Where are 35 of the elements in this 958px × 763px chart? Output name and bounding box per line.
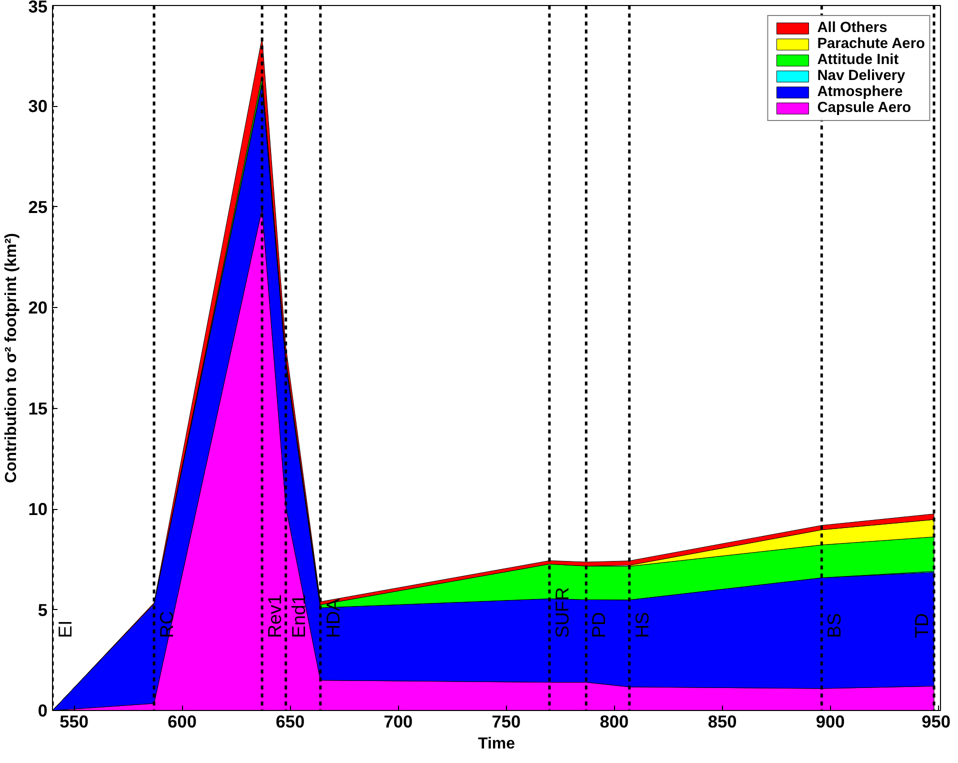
y-tick-label: 20 (28, 298, 48, 318)
y-tick-label: 0 (38, 700, 48, 720)
legend-label: Nav Delivery (817, 68, 906, 84)
y-tick-label: 25 (28, 196, 48, 217)
ref-line-label: PD (588, 612, 610, 638)
x-tick-label: 850 (708, 712, 737, 732)
ref-line-label: TD (911, 613, 932, 638)
x-tick-label: 950 (922, 712, 951, 732)
y-axis-title: Contribution to σ² footprint (km²) (3, 233, 20, 483)
x-tick-label: 700 (384, 712, 413, 732)
y-tick-label: 30 (28, 96, 48, 116)
y-tick-label: 5 (38, 600, 48, 620)
x-tick-label: 750 (492, 712, 521, 732)
ref-line-label: BS (824, 613, 845, 638)
legend-label: Parachute Aero (817, 36, 925, 52)
x-tick-label: 800 (600, 712, 629, 732)
y-tick-label: 15 (28, 398, 48, 418)
ref-line-label: SUFR (551, 587, 572, 638)
ref-line-label: EI (54, 620, 76, 638)
legend-label: Atmosphere (817, 84, 903, 100)
x-axis-title: Time (478, 736, 516, 752)
legend-label: All Others (817, 20, 888, 36)
x-tick-label: 600 (168, 712, 197, 732)
ref-line-label: HDA (322, 598, 344, 638)
ref-line-label: HS (631, 612, 652, 638)
x-tick-label: 650 (276, 712, 305, 732)
legend-label: Capsule Aero (817, 100, 912, 116)
ref-line-label: End1 (288, 594, 309, 638)
x-tick-label: 550 (60, 712, 89, 732)
ref-line-label: Rev1 (264, 594, 286, 638)
ref-line-label: RC (156, 611, 178, 638)
x-tick-label: 900 (816, 712, 845, 732)
y-tick-label: 10 (28, 499, 48, 520)
legend-label: Attitude Init (817, 52, 899, 68)
y-tick-label: 35 (28, 0, 48, 16)
